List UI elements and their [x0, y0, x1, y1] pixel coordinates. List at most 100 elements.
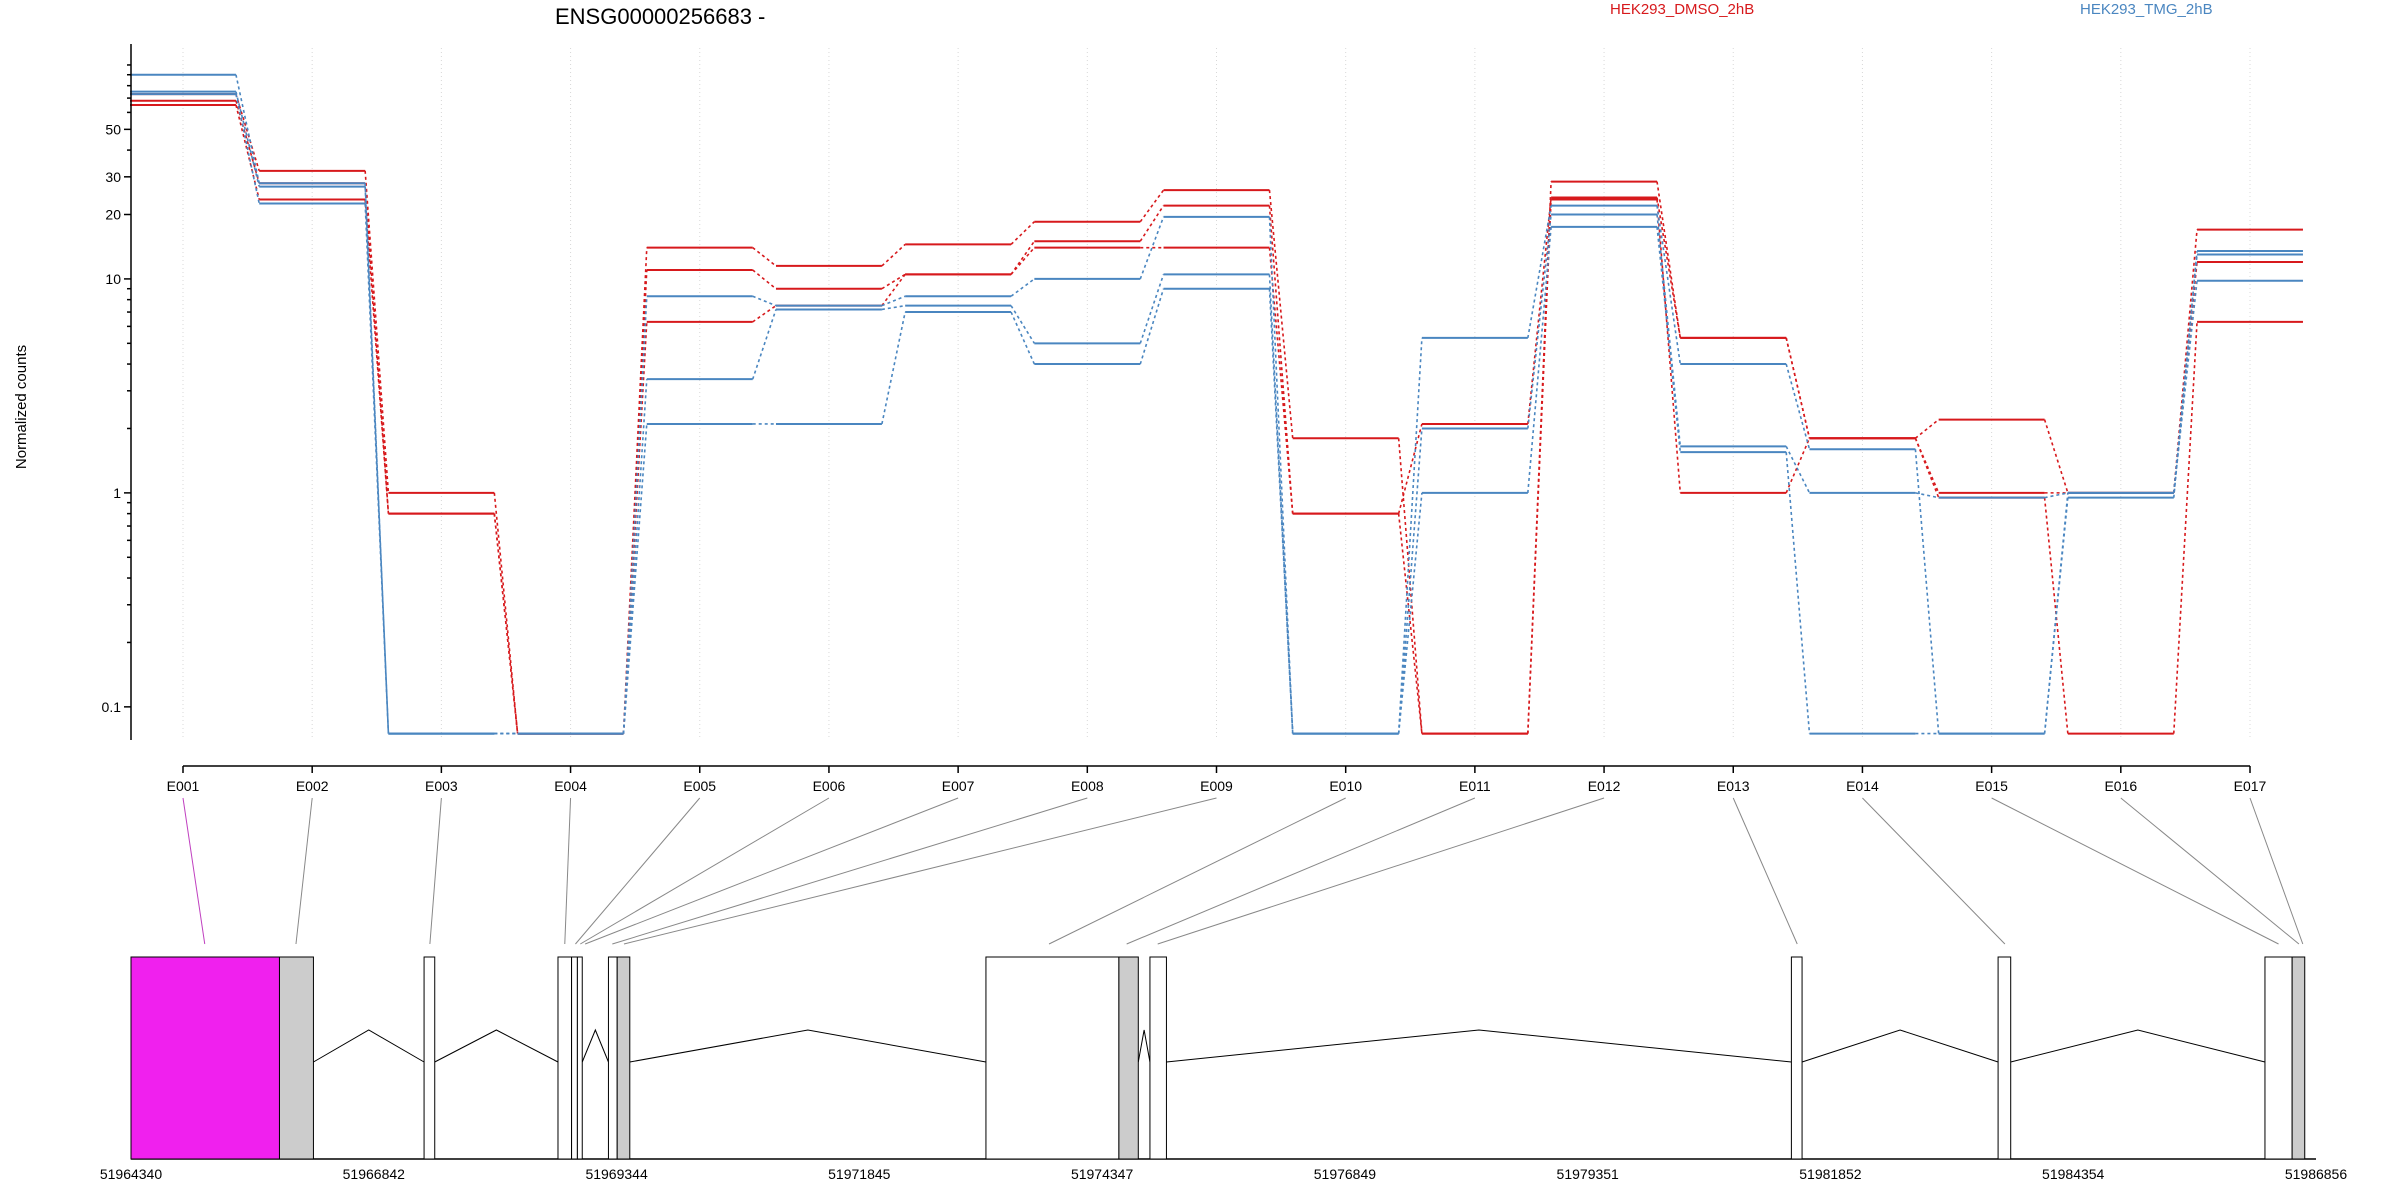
- series-connector: [2172, 250, 2198, 498]
- series-connector: [1268, 205, 1294, 514]
- legend-entry-dmso: HEK293_DMSO_2hB: [1610, 1, 1754, 18]
- exon-box: [2264, 956, 2293, 1160]
- connector-layer: [182, 797, 2304, 945]
- exon-connector-E004: [564, 797, 572, 945]
- x-tick-label-E004: E004: [554, 778, 587, 794]
- x-tick-label-E016: E016: [2104, 778, 2137, 794]
- series-connector: [235, 91, 260, 187]
- y-tick-label: 1: [113, 485, 121, 501]
- series-2: [130, 99, 2303, 735]
- series-connector: [1010, 247, 1035, 275]
- series-connector: [364, 183, 390, 734]
- intron-line: [629, 1029, 987, 1063]
- series-connector: [1527, 205, 1552, 339]
- x-tick-label-E006: E006: [813, 778, 846, 794]
- exon-box: [423, 956, 436, 1160]
- exon-connector-E007: [584, 797, 959, 945]
- series-connector: [881, 304, 906, 311]
- series-connector: [622, 270, 648, 734]
- series-1: [130, 93, 2303, 735]
- y-tick-label: 20: [105, 207, 121, 223]
- series-connector: [1527, 226, 1552, 493]
- exon-connector-E015: [1991, 797, 2279, 945]
- series-connector: [235, 94, 261, 204]
- exon-connector-E009: [623, 797, 1217, 945]
- series-connector: [2172, 280, 2198, 493]
- exon-connector-E016: [2120, 797, 2300, 945]
- series-connector: [1397, 438, 1423, 734]
- series-connector: [1268, 190, 1294, 439]
- y-tick-label: 30: [105, 169, 121, 185]
- y-tick-label: 10: [105, 271, 121, 287]
- series-connector: [235, 93, 260, 172]
- series-connector: [1010, 221, 1035, 245]
- x-tick-label-E012: E012: [1588, 778, 1621, 794]
- intron-line: [1166, 1029, 1792, 1063]
- series-connector: [1914, 437, 1940, 494]
- exon-box: [1149, 956, 1167, 1160]
- series-connector: [752, 304, 777, 323]
- coordinate-tick-label: 51979351: [1557, 1166, 1620, 1182]
- exon-box: [607, 956, 618, 1160]
- series-connector: [1914, 437, 1940, 498]
- series-connector: [1268, 216, 1294, 734]
- series-connector: [364, 203, 390, 734]
- exon-connector-E010: [1048, 797, 1346, 945]
- intron-line: [1137, 1029, 1151, 1063]
- series-layer: [130, 73, 2303, 735]
- series-connector: [752, 247, 777, 267]
- series-connector: [1397, 337, 1423, 734]
- exon-connector-E012: [1157, 797, 1605, 945]
- series-connector: [1010, 278, 1035, 297]
- series-connector: [1785, 452, 1811, 734]
- series-connector: [1139, 189, 1165, 223]
- series-connector: [1527, 214, 1552, 429]
- series-connector: [2043, 497, 2069, 734]
- series-6: [130, 93, 2303, 735]
- series-connector: [1914, 418, 1940, 439]
- x-tick-label-E007: E007: [942, 778, 975, 794]
- series-connector: [493, 492, 519, 734]
- series-connector: [1785, 437, 1811, 494]
- series-connector: [1656, 199, 1682, 493]
- series-connector: [1527, 199, 1552, 734]
- coordinate-tick-label: 51971845: [828, 1166, 891, 1182]
- exon-connector-E001: [182, 797, 206, 945]
- y-axis-label: Normalized counts: [13, 345, 30, 469]
- exon-box: [985, 956, 1120, 1160]
- series-connector: [752, 295, 777, 307]
- exon-box: [1790, 956, 1803, 1160]
- series-connector: [493, 513, 519, 734]
- chart-title: ENSG00000256683 -: [555, 4, 765, 29]
- exon-box: [278, 956, 314, 1160]
- exon-connector-E011: [1126, 797, 1476, 945]
- series-connector: [2172, 321, 2198, 734]
- series-connector: [1656, 197, 1682, 339]
- exon-box: [576, 956, 583, 1160]
- gene-model: 51964340 51966842 51969344 51971845 51974347…: [100, 956, 2348, 1182]
- series-connector: [1139, 274, 1165, 344]
- x-tick-label-E002: E002: [296, 778, 329, 794]
- series-connector: [622, 379, 648, 734]
- series-connector: [881, 273, 906, 307]
- x-tick-label-E001: E001: [167, 778, 200, 794]
- coordinate-tick-label: 51986856: [2285, 1166, 2348, 1182]
- coordinate-tick-label: 51964340: [100, 1166, 163, 1182]
- series-connector: [751, 309, 777, 380]
- series-connector: [1785, 337, 1811, 439]
- series-connector: [622, 296, 648, 734]
- series-connector: [2043, 497, 2069, 734]
- intron-line: [313, 1029, 425, 1063]
- coordinate-tick-label: 51976849: [1314, 1166, 1377, 1182]
- x-tick-label-E017: E017: [2234, 778, 2267, 794]
- grid-layer: [182, 48, 2251, 740]
- series-connector: [1139, 205, 1165, 242]
- exon-connector-E008: [612, 797, 1088, 945]
- series-connector: [881, 273, 906, 290]
- x-tick-label-E013: E013: [1717, 778, 1750, 794]
- intron-line: [581, 1028, 609, 1063]
- coordinate-tick-label: 51966842: [343, 1166, 406, 1182]
- series-connector: [1268, 274, 1294, 734]
- series-connector: [881, 295, 906, 307]
